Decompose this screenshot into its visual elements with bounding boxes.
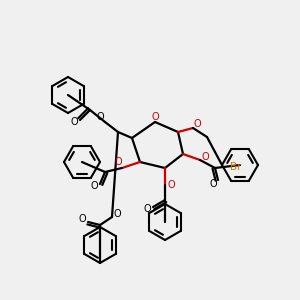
Text: O: O (90, 181, 98, 191)
Text: O: O (151, 112, 159, 122)
Text: O: O (78, 214, 86, 224)
Text: O: O (201, 152, 209, 162)
Text: O: O (143, 204, 151, 214)
Text: O: O (193, 119, 201, 129)
Text: Br: Br (230, 162, 242, 172)
Text: O: O (70, 117, 78, 127)
Text: O: O (113, 209, 121, 219)
Text: O: O (114, 157, 122, 167)
Text: O: O (96, 112, 104, 122)
Text: O: O (209, 179, 217, 189)
Text: O: O (167, 180, 175, 190)
